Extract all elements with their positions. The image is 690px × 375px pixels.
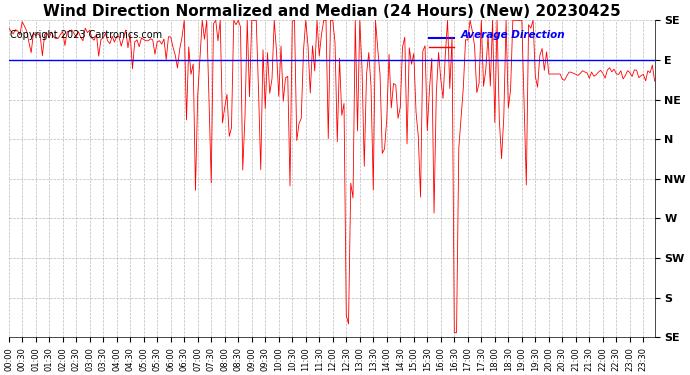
Title: Wind Direction Normalized and Median (24 Hours) (New) 20230425: Wind Direction Normalized and Median (24… [43, 4, 620, 19]
Text: Copyright 2023 Cartronics.com: Copyright 2023 Cartronics.com [10, 30, 162, 40]
Text: Average Direction: Average Direction [461, 30, 565, 40]
